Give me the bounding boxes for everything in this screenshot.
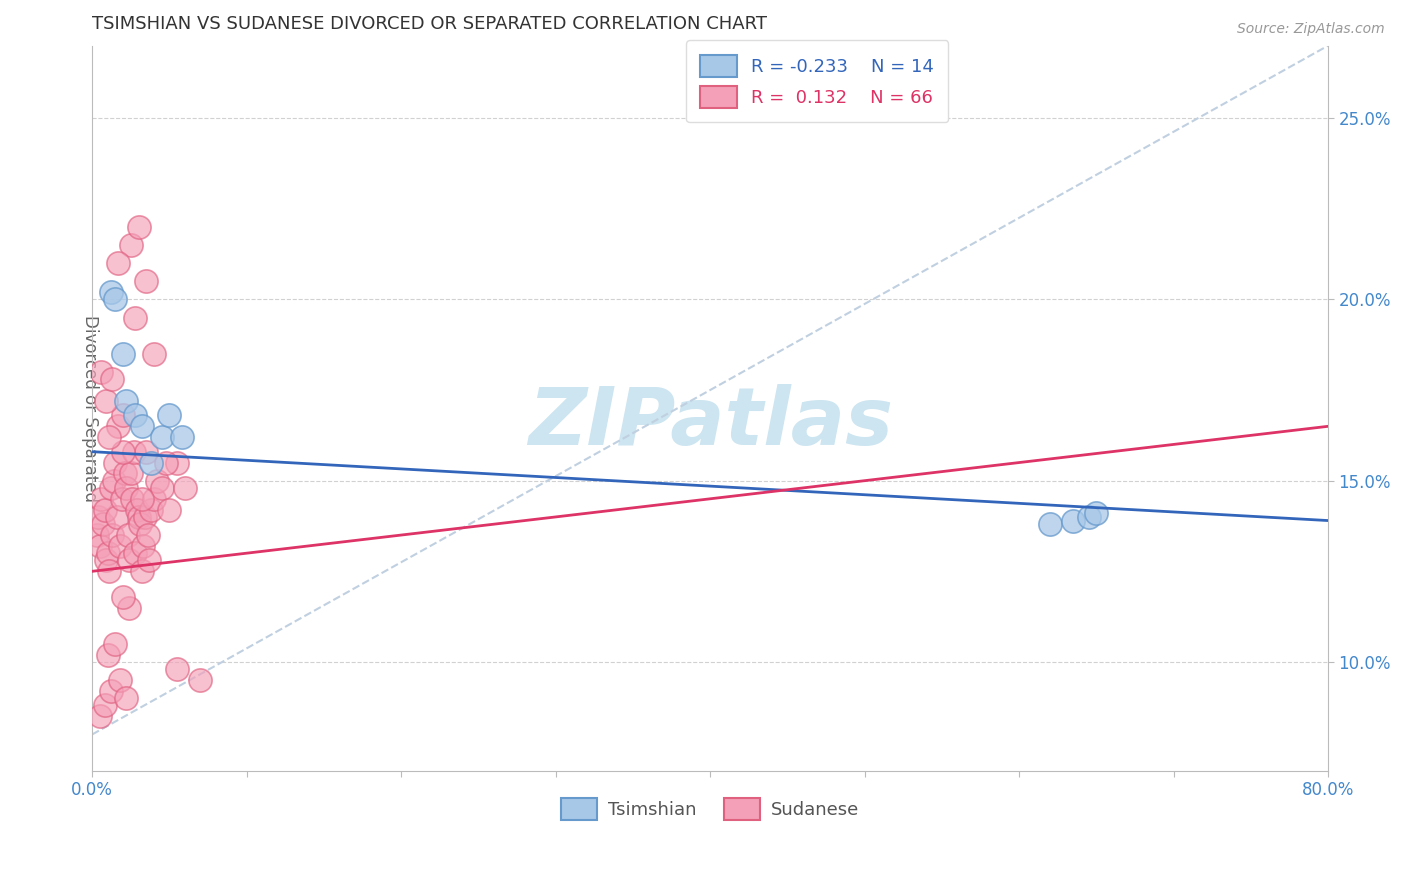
Point	[1039, 517, 1062, 532]
Point	[124, 310, 146, 325]
Point	[188, 673, 211, 687]
Point	[124, 546, 146, 560]
Point	[100, 684, 122, 698]
Point	[98, 564, 121, 578]
Point	[143, 491, 166, 506]
Point	[136, 528, 159, 542]
Point	[117, 528, 139, 542]
Point	[135, 274, 157, 288]
Point	[157, 409, 180, 423]
Point	[104, 637, 127, 651]
Point	[90, 365, 112, 379]
Point	[97, 546, 120, 560]
Point	[166, 662, 188, 676]
Point	[1062, 514, 1084, 528]
Point	[143, 347, 166, 361]
Y-axis label: Divorced or Separated: Divorced or Separated	[82, 315, 98, 501]
Point	[90, 491, 112, 506]
Text: TSIMSHIAN VS SUDANESE DIVORCED OR SEPARATED CORRELATION CHART: TSIMSHIAN VS SUDANESE DIVORCED OR SEPARA…	[93, 15, 768, 33]
Point	[131, 564, 153, 578]
Point	[125, 502, 148, 516]
Point	[115, 393, 138, 408]
Legend: Tsimshian, Sudanese: Tsimshian, Sudanese	[554, 790, 866, 827]
Point	[104, 293, 127, 307]
Point	[100, 285, 122, 300]
Text: Source: ZipAtlas.com: Source: ZipAtlas.com	[1237, 22, 1385, 37]
Point	[157, 502, 180, 516]
Point	[93, 698, 115, 713]
Point	[112, 347, 135, 361]
Point	[121, 491, 143, 506]
Point	[150, 430, 173, 444]
Point	[150, 481, 173, 495]
Point	[112, 409, 135, 423]
Point	[120, 238, 142, 252]
Point	[110, 491, 132, 506]
Point	[107, 256, 129, 270]
Point	[138, 553, 160, 567]
Point	[120, 467, 142, 481]
Point	[112, 444, 135, 458]
Point	[114, 467, 136, 481]
Point	[124, 409, 146, 423]
Point	[1085, 506, 1108, 520]
Point	[139, 502, 162, 516]
Point	[134, 510, 156, 524]
Point	[103, 474, 125, 488]
Point	[112, 590, 135, 604]
Point	[101, 528, 124, 542]
Point	[89, 539, 111, 553]
Point	[135, 444, 157, 458]
Point	[108, 539, 131, 553]
Point	[129, 517, 152, 532]
Point	[108, 673, 131, 687]
Point	[131, 419, 153, 434]
Point	[115, 481, 138, 495]
Point	[107, 419, 129, 434]
Point	[94, 553, 117, 567]
Point	[122, 444, 145, 458]
Point	[115, 691, 138, 706]
Point	[101, 372, 124, 386]
Point	[166, 456, 188, 470]
Point	[170, 430, 193, 444]
Point	[97, 648, 120, 662]
Point	[173, 481, 195, 495]
Point	[128, 510, 150, 524]
Point	[146, 474, 169, 488]
Point	[139, 456, 162, 470]
Point	[118, 600, 141, 615]
Point	[98, 430, 121, 444]
Point	[132, 539, 155, 553]
Point	[100, 481, 122, 495]
Point	[1077, 510, 1099, 524]
Point	[94, 393, 117, 408]
Text: ZIPatlas: ZIPatlas	[527, 384, 893, 462]
Point	[155, 456, 177, 470]
Point	[105, 510, 128, 524]
Point	[131, 491, 153, 506]
Point	[128, 219, 150, 234]
Point	[86, 528, 108, 542]
Point	[118, 553, 141, 567]
Point	[93, 502, 115, 516]
Point	[104, 456, 127, 470]
Point	[89, 709, 111, 723]
Point	[91, 517, 114, 532]
Point	[87, 510, 110, 524]
